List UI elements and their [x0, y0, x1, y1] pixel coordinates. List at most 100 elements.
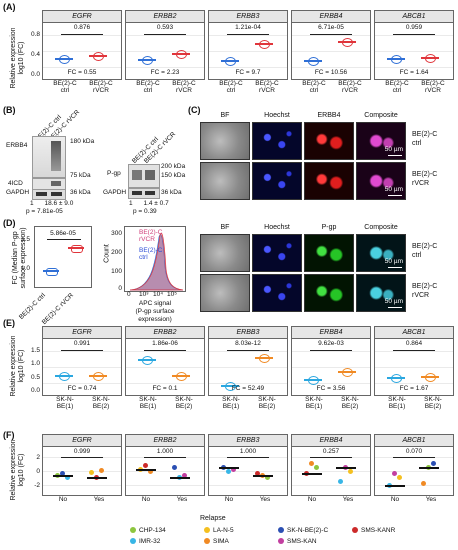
panel-e-points-g2	[342, 368, 353, 377]
micro-col-label: Composite	[364, 112, 398, 119]
panel-a-strip-erbb4: ERBB4	[292, 11, 370, 23]
panel-f-grid	[43, 471, 121, 472]
panel-f-xtick: No	[141, 496, 151, 503]
panel-f-xtick: No	[307, 496, 317, 503]
panel-e-pvalue: 0.864	[405, 340, 423, 347]
panel-f-xtick: No	[224, 496, 234, 503]
panel-f-pvalue: 0.070	[405, 448, 423, 455]
panel-f-strip-egfr: EGFR	[43, 435, 121, 447]
panel-a-points-g2	[259, 40, 270, 49]
panel-d-pvalue: 5.86e-05	[50, 230, 76, 237]
panel-f-strip-erbb4: ERBB4	[292, 435, 370, 447]
panel-a-points-g2	[425, 54, 436, 63]
panel-e-ytick: 0.5	[30, 373, 40, 381]
panel-e-facet-erbb3: ERBB3 8.03e-12 FC = 52.49	[208, 326, 288, 396]
micrograph-hoechst	[252, 274, 302, 312]
micro-col-label: P-gp	[321, 224, 337, 231]
panel-f-point-yes	[421, 481, 426, 486]
panel-a-points-g1	[308, 57, 319, 66]
panel-a-xtick: BE(2)-C rVCR	[89, 80, 113, 94]
panel-a-grid	[209, 35, 287, 36]
panel-e-bracket	[393, 350, 435, 351]
panel-a-grid	[209, 67, 287, 68]
panel-e-strip-erbb2: ERBB2	[126, 327, 204, 339]
panel-a-pvalue: 0.593	[156, 24, 174, 31]
panel-e-ytick: 1.5	[30, 347, 40, 354]
panel-b-label: (B)	[3, 105, 16, 115]
panel-e-points-g1	[391, 374, 402, 383]
panel-e-strip-erbb4: ERBB4	[292, 327, 370, 339]
panel-f-legend-text: SIMA	[213, 538, 229, 545]
panel-d-ytick-2: 1.0	[20, 265, 30, 272]
panel-e-grid	[43, 383, 121, 384]
panel-f-bracket	[310, 457, 352, 458]
hist-ytick-200: 200	[111, 249, 122, 256]
panel-f-point-no	[143, 463, 148, 468]
panel-e-points-g1	[142, 356, 153, 365]
panel-e-facet-erbb2: ERBB2 1.86e-06 FC = 0.1	[125, 326, 205, 396]
panel-e-grid	[292, 383, 370, 384]
blot1-kda180: 180 kDa	[70, 138, 95, 145]
panel-e-grid	[292, 367, 370, 368]
panel-f-grid	[126, 471, 204, 472]
panel-e-xtick: SK-N- BE(2)	[258, 396, 276, 410]
scale-bar	[388, 307, 402, 308]
panel-e-ytick: 0.0	[30, 387, 40, 394]
panel-f-grid	[43, 485, 121, 486]
panel-f-legend-item: SMS-KANR	[352, 527, 395, 534]
blot2-kda150: 150 kDa	[161, 172, 186, 179]
panel-f-xtick: Yes	[93, 496, 105, 503]
panel-a-xtick: BE(2)-C ctrl	[302, 80, 326, 94]
panel-a-bracket	[144, 34, 186, 35]
panel-a-xtick: BE(2)-C rVCR	[338, 80, 362, 94]
micro-row-label: BE(2)-C rVCR	[412, 171, 438, 187]
panel-f-median-no	[219, 467, 239, 469]
panel-a-strip-erbb3: ERBB3	[209, 11, 287, 23]
panel-f-median-no	[302, 473, 322, 475]
panel-f-legend-text: CHP-134	[139, 527, 166, 534]
panel-f-xlabel: Relapse	[200, 515, 226, 522]
panel-f-bracket	[144, 457, 186, 458]
panel-f-grid	[126, 485, 204, 486]
hist-ytick-300: 300	[111, 230, 122, 237]
micrograph-composite: 50 µm	[356, 122, 406, 160]
hist-xtick-1: 10³	[139, 291, 149, 298]
panel-a-ytick: 0.0	[30, 71, 40, 78]
panel-a-grid	[375, 35, 453, 36]
panel-f-point-no	[65, 475, 70, 480]
panel-f-strip-erbb2: ERBB2	[126, 435, 204, 447]
panel-a-pvalue: 0.876	[73, 24, 91, 31]
panel-f-median-no	[136, 469, 156, 471]
micrograph-bf	[200, 162, 250, 200]
panel-e-grid	[375, 383, 453, 384]
panel-e-xtick: SK-N- BE(1)	[222, 396, 240, 410]
panel-f-legend-swatch	[204, 527, 210, 533]
panel-a-fc: FC = 2.23	[150, 69, 180, 76]
micrograph-pgp	[304, 274, 354, 312]
panel-f-bracket	[393, 457, 435, 458]
hist-xtick-2: 10⁴	[153, 291, 164, 298]
scale-bar-label: 50 µm	[384, 298, 403, 305]
micrograph-bf	[200, 274, 250, 312]
panel-a-facet-erbb4: ERBB4 6.71e-05 FC = 10.56	[291, 10, 371, 80]
panel-f-legend-text: SK-N-BE(2)-C	[287, 527, 329, 534]
panel-f-point-no	[397, 475, 402, 480]
blot1-erbb4: ERBB4	[6, 142, 28, 149]
panel-e-grid	[209, 383, 287, 384]
panel-f-median-no	[53, 475, 73, 477]
panel-e-grid	[292, 351, 370, 352]
panel-e-bracket	[227, 350, 269, 351]
panel-e-xtick: SK-N- BE(2)	[341, 396, 359, 410]
panel-f-point-no	[60, 471, 65, 476]
panel-a-label: (A)	[3, 2, 16, 12]
scale-bar-label: 50 µm	[384, 186, 403, 193]
panel-a-points-g2	[176, 50, 187, 59]
panel-e-pvalue: 9.62e-03	[318, 340, 344, 347]
panel-f-point-no	[231, 467, 236, 472]
panel-a-bracket	[310, 34, 352, 35]
scale-bar	[388, 267, 402, 268]
blot2-quant: 1 1.4 ± 0.7	[129, 200, 169, 207]
panel-e-fc: FC = 0.74	[67, 385, 97, 392]
panel-f-legend-swatch	[204, 538, 210, 544]
panel-f-point-no	[148, 469, 153, 474]
